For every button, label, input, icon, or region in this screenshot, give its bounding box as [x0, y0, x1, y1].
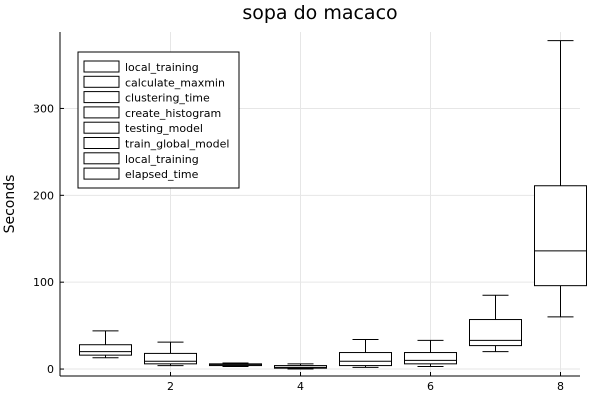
x-tick-label: 2	[167, 380, 174, 393]
legend-entry-label: testing_model	[125, 122, 203, 135]
chart-title: sopa do macaco	[242, 2, 397, 24]
legend-swatch	[83, 106, 120, 119]
tick-layer: 2 4 6 8 0 100 200 300	[33, 102, 564, 393]
box-series-8	[534, 40, 587, 318]
legend-swatch	[83, 60, 120, 73]
iqr-box	[404, 352, 457, 365]
legend-frame	[77, 51, 240, 189]
x-tick-label: 6	[427, 380, 434, 393]
legend-entry-label: clustering_time	[125, 92, 210, 105]
legend: local_training calculate_maxmin clustering…	[77, 51, 240, 189]
x-tick-label: 8	[557, 380, 564, 393]
legend-entry-label: create_histogram	[125, 107, 221, 120]
iqr-box	[79, 344, 132, 356]
box-series-6	[404, 339, 457, 367]
legend-entry-label: calculate_maxmin	[125, 76, 225, 89]
box-series-4	[274, 363, 327, 370]
box-series-5	[339, 339, 392, 368]
legend-swatch	[83, 75, 120, 88]
y-tick-label: 100	[33, 276, 54, 289]
legend-swatch	[83, 167, 120, 180]
box-series-7	[469, 294, 522, 353]
iqr-box	[144, 352, 197, 365]
iqr-box	[534, 185, 587, 287]
box-series-2	[144, 341, 197, 367]
box-layer	[79, 40, 587, 370]
legend-entry-label: elapsed_time	[125, 168, 199, 181]
legend-entry-label: local_training	[125, 153, 199, 166]
box-series-3	[209, 362, 262, 367]
y-tick-label: 200	[33, 189, 54, 202]
legend-swatch	[83, 152, 120, 165]
box-series-1	[79, 330, 132, 359]
legend-swatch	[83, 91, 120, 104]
iqr-box	[339, 352, 392, 367]
y-tick-label: 300	[33, 102, 54, 115]
legend-swatch	[83, 121, 120, 134]
legend-entry-label: train_global_model	[125, 138, 229, 151]
iqr-box	[469, 319, 522, 347]
y-tick-label: 0	[47, 363, 54, 376]
y-axis-label: Seconds	[2, 175, 18, 234]
legend-swatch	[83, 137, 120, 149]
x-tick-label: 4	[297, 380, 304, 393]
legend-entry-label: local_training	[125, 61, 199, 74]
axis-layer	[59, 32, 580, 377]
